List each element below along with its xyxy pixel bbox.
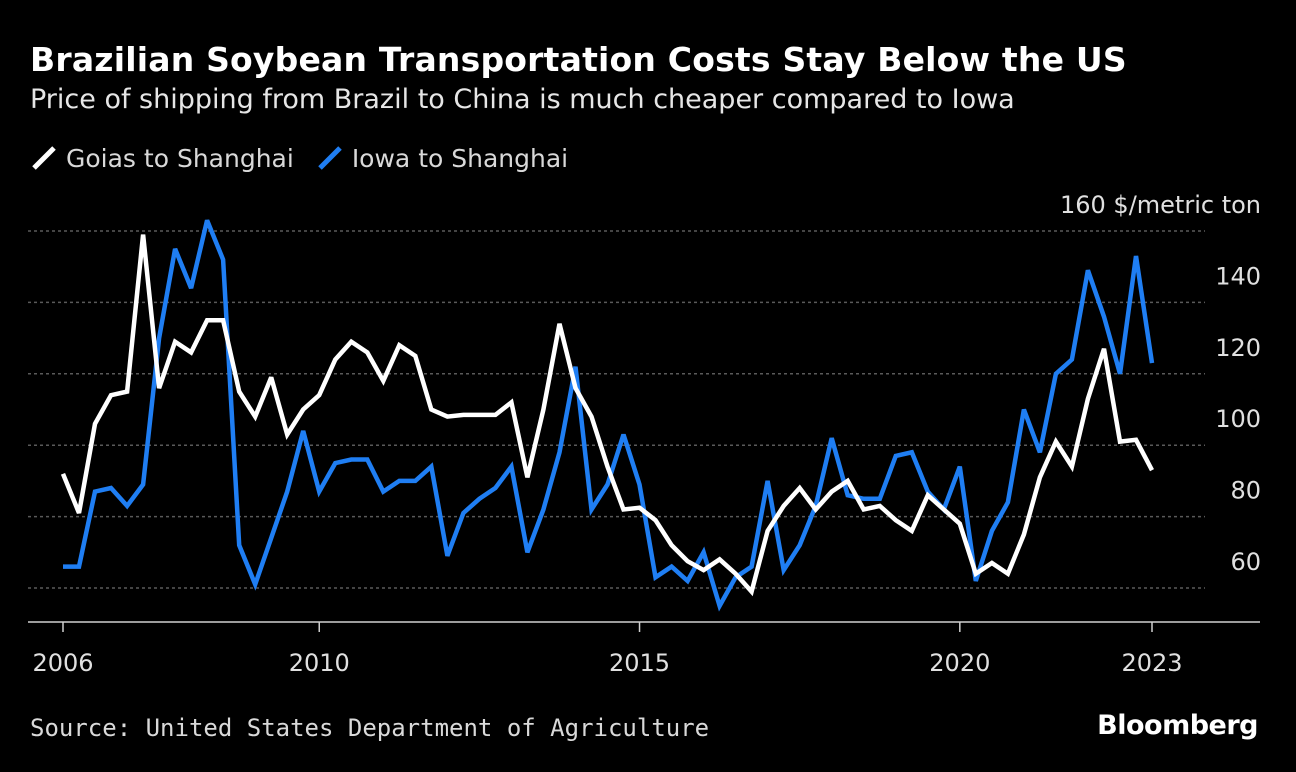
x-tick-label-2010: 2010 (289, 649, 350, 677)
bloomberg-logo: Bloomberg (1097, 710, 1258, 741)
series-line-goias-to-shanghai (60, 234, 1154, 597)
x-tick-label-2020: 2020 (929, 649, 990, 677)
grid-lines (28, 230, 1205, 589)
source-note: Source: United States Department of Agri… (30, 714, 710, 742)
x-tick-label-2015: 2015 (609, 649, 670, 677)
x-tick-label-2023: 2023 (1121, 649, 1182, 677)
x-axis (28, 621, 1260, 632)
legend-swatch-goias-icon (32, 146, 56, 170)
legend-label-goias: Goias to Shanghai (66, 143, 294, 173)
x-tick-label-2006: 2006 (32, 649, 93, 677)
y-tick-label-60: 60 (1230, 548, 1261, 576)
y-tick-label-140: 140 (1215, 262, 1261, 290)
legend-item-goias[interactable]: Goias to Shanghai (30, 144, 294, 173)
legend-swatch-iowa-icon (318, 146, 342, 170)
y-tick-label-120: 120 (1215, 334, 1261, 362)
y-tick-label-100: 100 (1215, 405, 1261, 433)
y-tick-label-80: 80 (1230, 477, 1261, 505)
series-lines (60, 219, 1155, 612)
legend: Goias to Shanghai Iowa to Shanghai (30, 140, 590, 176)
tick-labels: 2006 2010 2015 2020 2023 60 80 100 120 140 160 $/m… (32, 191, 1261, 677)
legend-label-iowa: Iowa to Shanghai (351, 143, 569, 173)
y-axis-unit-label: 160 $/metric ton (1060, 191, 1261, 219)
legend-item-iowa[interactable]: Iowa to Shanghai (316, 144, 568, 173)
series-line-iowa-to-shanghai (63, 219, 1155, 612)
chart-subtitle: Price of shipping from Brazil to China i… (30, 84, 1015, 115)
chart-title: Brazilian Soybean Transportation Costs S… (30, 40, 1127, 79)
